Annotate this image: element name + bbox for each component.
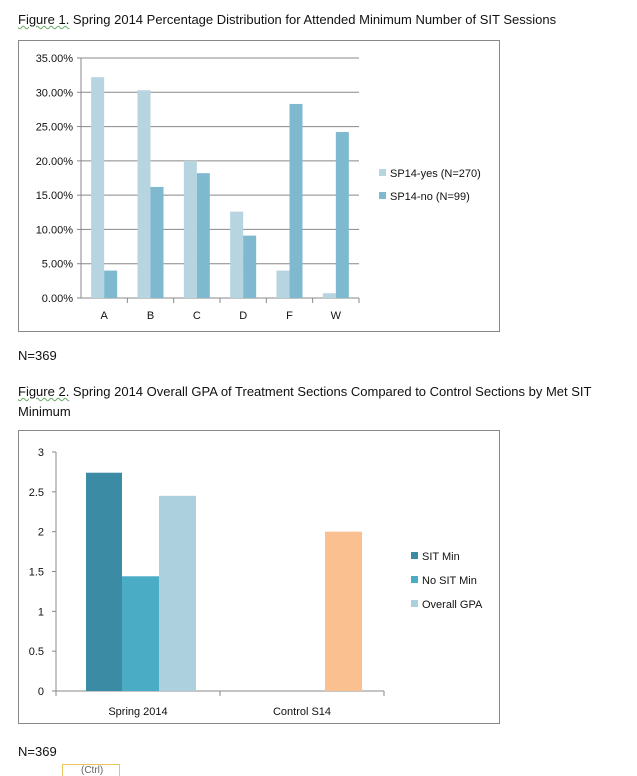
paste-options-label: (Ctrl) bbox=[81, 765, 104, 776]
x-tick-label: Control S14 bbox=[273, 706, 331, 718]
y-tick-label: 0.5 bbox=[29, 646, 44, 658]
bar-F-yes bbox=[276, 270, 290, 298]
y-tick-label: 35.00% bbox=[36, 53, 74, 65]
chart1: 0.00% 5.00% 10.00% 15.00% 20.00% 25.00% 30.00%… bbox=[36, 53, 481, 322]
bar-Control-S14-3 bbox=[325, 531, 362, 691]
bar-W-yes bbox=[322, 293, 336, 298]
bar-B-yes bbox=[137, 90, 151, 298]
chart2: 0 0.5 1 1.5 2 2.5 3 Spring 2014 Control S14 SIT M… bbox=[29, 447, 483, 718]
bar-D-no bbox=[243, 235, 257, 298]
x-tick-label: B bbox=[147, 310, 154, 322]
figure2-label: Figure 2. bbox=[18, 384, 70, 399]
y-tick-label: 5.00% bbox=[42, 259, 73, 271]
legend-swatch bbox=[411, 576, 418, 583]
figure1-label: Figure 1. bbox=[18, 12, 70, 27]
x-tick-label: W bbox=[331, 310, 342, 322]
figure2-caption: Figure 2. Spring 2014 Overall GPA of Tre… bbox=[18, 382, 618, 422]
legend-swatch bbox=[379, 192, 386, 199]
bar-C-no bbox=[196, 173, 210, 298]
legend-label: No SIT Min bbox=[422, 575, 477, 587]
x-tick-label: F bbox=[286, 310, 293, 322]
y-tick-label: 0.00% bbox=[42, 293, 73, 305]
legend-label: Overall GPA bbox=[422, 599, 483, 611]
bar-W-no bbox=[335, 132, 349, 298]
bar-C-yes bbox=[183, 160, 197, 298]
y-tick-label: 1.5 bbox=[29, 567, 44, 579]
bar-F-no bbox=[289, 103, 303, 298]
figure2-title: Spring 2014 Overall GPA of Treatment Sec… bbox=[18, 384, 592, 419]
legend-swatch bbox=[379, 169, 386, 176]
bar-D-yes bbox=[230, 211, 244, 298]
legend-swatch bbox=[411, 552, 418, 559]
y-tick-label: 20.00% bbox=[36, 156, 74, 168]
y-tick-label: 25.00% bbox=[36, 122, 74, 134]
y-tick-label: 3 bbox=[38, 447, 44, 459]
figure1-caption: Figure 1. Spring 2014 Percentage Distrib… bbox=[18, 10, 618, 30]
legend-label: SIT Min bbox=[422, 551, 460, 563]
bar-Spring-2014-2 bbox=[159, 495, 196, 691]
y-tick-label: 1 bbox=[38, 606, 44, 618]
bar-B-no bbox=[150, 186, 164, 298]
x-tick-label: A bbox=[100, 310, 108, 322]
y-tick-label: 0 bbox=[38, 686, 44, 698]
y-tick-label: 2 bbox=[38, 527, 44, 539]
n-count-2: N=369 bbox=[18, 744, 57, 759]
y-tick-label: 15.00% bbox=[36, 190, 74, 202]
bar-A-yes bbox=[91, 77, 105, 298]
paste-options-button[interactable]: (Ctrl) bbox=[62, 764, 120, 776]
x-tick-label: D bbox=[239, 310, 247, 322]
legend-swatch bbox=[411, 600, 418, 607]
y-tick-label: 30.00% bbox=[36, 87, 74, 99]
bar-Spring-2014-1 bbox=[122, 576, 159, 691]
legend-label: SP14-yes (N=270) bbox=[390, 168, 481, 180]
figure1-title: Spring 2014 Percentage Distribution for … bbox=[69, 12, 557, 27]
n-count-1: N=369 bbox=[18, 348, 57, 363]
chart1-frame: 0.00% 5.00% 10.00% 15.00% 20.00% 25.00% 30.00%… bbox=[18, 40, 500, 332]
x-tick-label: Spring 2014 bbox=[108, 706, 167, 718]
chart2-frame: 0 0.5 1 1.5 2 2.5 3 Spring 2014 Control S14 SIT M… bbox=[18, 430, 500, 724]
y-tick-label: 10.00% bbox=[36, 224, 74, 236]
x-tick-label: C bbox=[193, 310, 201, 322]
legend-label: SP14-no (N=99) bbox=[390, 191, 470, 203]
bar-Spring-2014-0 bbox=[86, 472, 122, 691]
y-tick-label: 2.5 bbox=[29, 487, 44, 499]
bar-A-no bbox=[104, 270, 118, 298]
